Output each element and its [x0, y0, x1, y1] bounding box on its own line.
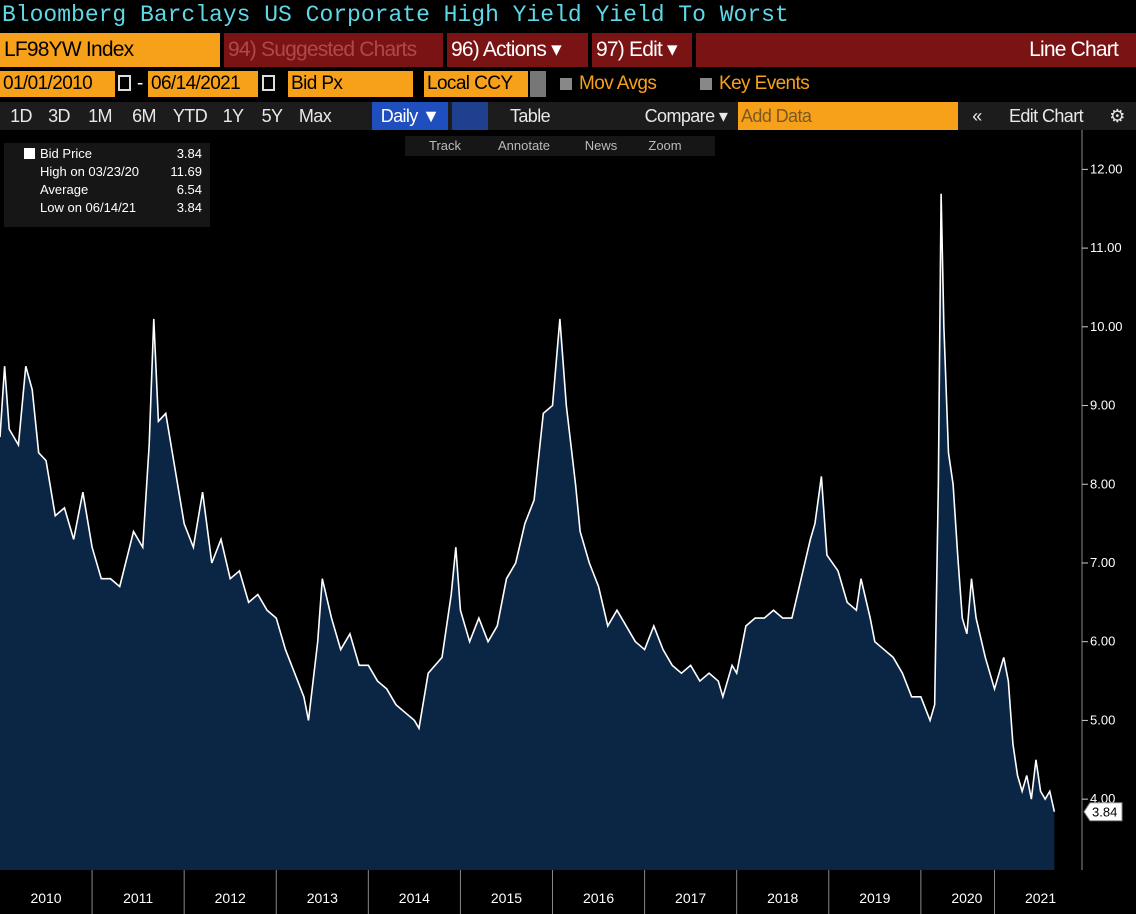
checkbox[interactable]	[560, 78, 572, 90]
period-button[interactable]: 1D	[10, 106, 32, 126]
mov-avgs[interactable]: Mov Avgs	[579, 73, 657, 94]
settings-button[interactable]: ⚙	[1109, 106, 1125, 126]
legend-box	[4, 143, 210, 227]
period-button[interactable]: 5Y	[261, 106, 283, 126]
price-line	[0, 193, 1056, 812]
x-tick-label: 2021	[1025, 890, 1056, 906]
legend-label: Low on 06/14/21	[40, 200, 137, 215]
x-tick-label: 2014	[399, 890, 430, 906]
edit-menu[interactable]: 97) Edit ▾	[592, 33, 692, 67]
x-tick-label: 2018	[767, 890, 798, 906]
period-button[interactable]: 6M	[132, 106, 156, 126]
field-select[interactable]: Bid Px	[288, 71, 413, 97]
period-button[interactable]: 3D	[48, 106, 70, 126]
actions-menu[interactable]: 96) Actions ▾	[447, 33, 588, 67]
y-tick-label: 6.00	[1090, 634, 1115, 649]
x-tick-label: 2013	[307, 890, 338, 906]
y-tick-label: 10.00	[1090, 319, 1123, 334]
date-dash: -	[137, 73, 143, 94]
key-events[interactable]: Key Events	[719, 73, 810, 94]
collapse-button[interactable]: «	[972, 106, 982, 126]
x-tick-label: 2017	[675, 890, 706, 906]
x-tick-label: 2011	[123, 890, 153, 906]
table-button[interactable]: Table	[509, 106, 551, 126]
end-date[interactable]: 06/14/2021	[148, 71, 258, 97]
x-tick-label: 2012	[215, 890, 246, 906]
x-tick-label: 2019	[859, 890, 890, 906]
ticker-field[interactable]: LF98YW Index	[0, 33, 220, 67]
edit-chart-button[interactable]: Edit Chart	[1008, 106, 1084, 126]
tool-button[interactable]: Track	[428, 138, 462, 153]
frequency-select[interactable]: Daily ▼	[372, 102, 448, 130]
y-tick-label: 8.00	[1090, 476, 1115, 491]
period-button[interactable]: YTD	[172, 106, 208, 126]
dropdown-button[interactable]	[530, 71, 546, 97]
compare-button[interactable]: Compare ▾	[644, 106, 728, 126]
period-button[interactable]: 1Y	[222, 106, 244, 126]
last-value-label: 3.84	[1092, 805, 1117, 820]
x-tick-label: 2015	[491, 890, 522, 906]
period-button[interactable]: 1M	[88, 106, 112, 126]
add-data-input[interactable]: Add Data	[738, 102, 958, 130]
area-fill	[0, 193, 1055, 870]
page-title: Bloomberg Barclays US Corporate High Yie…	[2, 2, 789, 28]
y-tick-label: 11.00	[1090, 240, 1122, 255]
suggested-charts[interactable]: 94) Suggested Charts	[224, 33, 443, 67]
legend-name: Bid Price	[40, 146, 93, 161]
legend-swatch	[24, 148, 35, 159]
x-tick-label: 2020	[951, 890, 982, 906]
tool-button[interactable]: Annotate	[497, 138, 551, 153]
x-tick-label: 2010	[30, 890, 61, 906]
line-icon[interactable]	[452, 102, 488, 130]
checkbox[interactable]	[700, 78, 712, 90]
tool-button[interactable]: Zoom	[648, 138, 682, 153]
y-tick-label: 12.00	[1090, 161, 1123, 176]
legend-label: High on 03/23/20	[40, 164, 140, 179]
legend-value: 11.69	[170, 164, 202, 179]
x-tick-label: 2016	[583, 890, 614, 906]
legend-label: Average	[40, 182, 89, 197]
calendar-icon[interactable]	[118, 75, 131, 91]
y-tick-label: 5.00	[1090, 712, 1115, 727]
tool-bar	[405, 136, 715, 156]
legend-value: 6.54	[176, 182, 202, 197]
y-tick-label: 9.00	[1090, 398, 1115, 413]
period-button[interactable]: Max	[298, 106, 332, 126]
last-value-tag	[1083, 802, 1123, 822]
legend-value: 3.84	[176, 200, 202, 215]
legend-value: 3.84	[176, 146, 202, 161]
calendar-icon[interactable]	[262, 75, 275, 91]
chart-kind: Line Chart	[696, 33, 1136, 67]
tool-button[interactable]: News	[584, 138, 618, 153]
currency-select[interactable]: Local CCY	[424, 71, 528, 97]
y-tick-label: 7.00	[1090, 555, 1115, 570]
start-date[interactable]: 01/01/2010	[0, 71, 115, 97]
